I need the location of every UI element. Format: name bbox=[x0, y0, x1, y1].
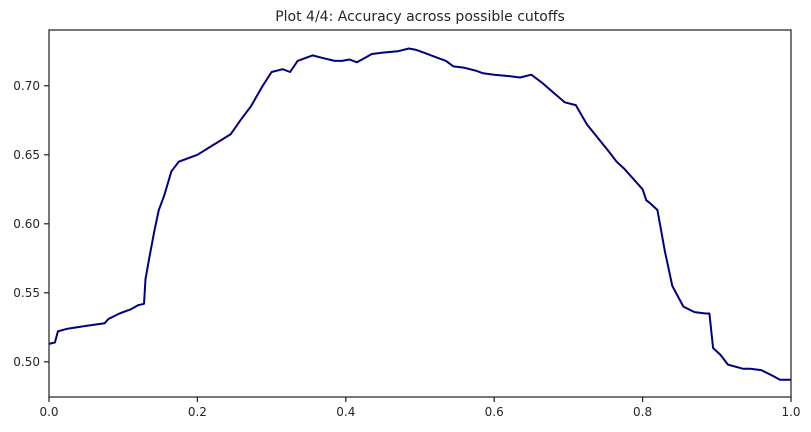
x-tick-label: 0.0 bbox=[39, 405, 58, 419]
x-tick-label: 0.6 bbox=[485, 405, 504, 419]
y-axis-ticks: 0.50 0.55 0.60 0.65 0.70 bbox=[13, 79, 49, 369]
x-tick-label: 0.8 bbox=[633, 405, 652, 419]
y-tick-label: 0.60 bbox=[13, 217, 40, 231]
y-tick-label: 0.55 bbox=[13, 286, 40, 300]
accuracy-series-line bbox=[48, 47, 791, 381]
plot-frame bbox=[48, 29, 792, 398]
x-tick-label: 1.0 bbox=[781, 405, 800, 419]
x-tick-label: 0.2 bbox=[188, 405, 207, 419]
y-tick-label: 0.50 bbox=[13, 355, 40, 369]
y-tick-label: 0.65 bbox=[13, 148, 40, 162]
x-tick-label: 0.4 bbox=[336, 405, 355, 419]
x-axis-ticks: 0.0 0.2 0.4 0.6 0.8 1.0 bbox=[39, 397, 801, 419]
chart-title: Plot 4/4: Accuracy across possible cutof… bbox=[275, 9, 565, 25]
y-tick-label: 0.70 bbox=[13, 79, 40, 93]
